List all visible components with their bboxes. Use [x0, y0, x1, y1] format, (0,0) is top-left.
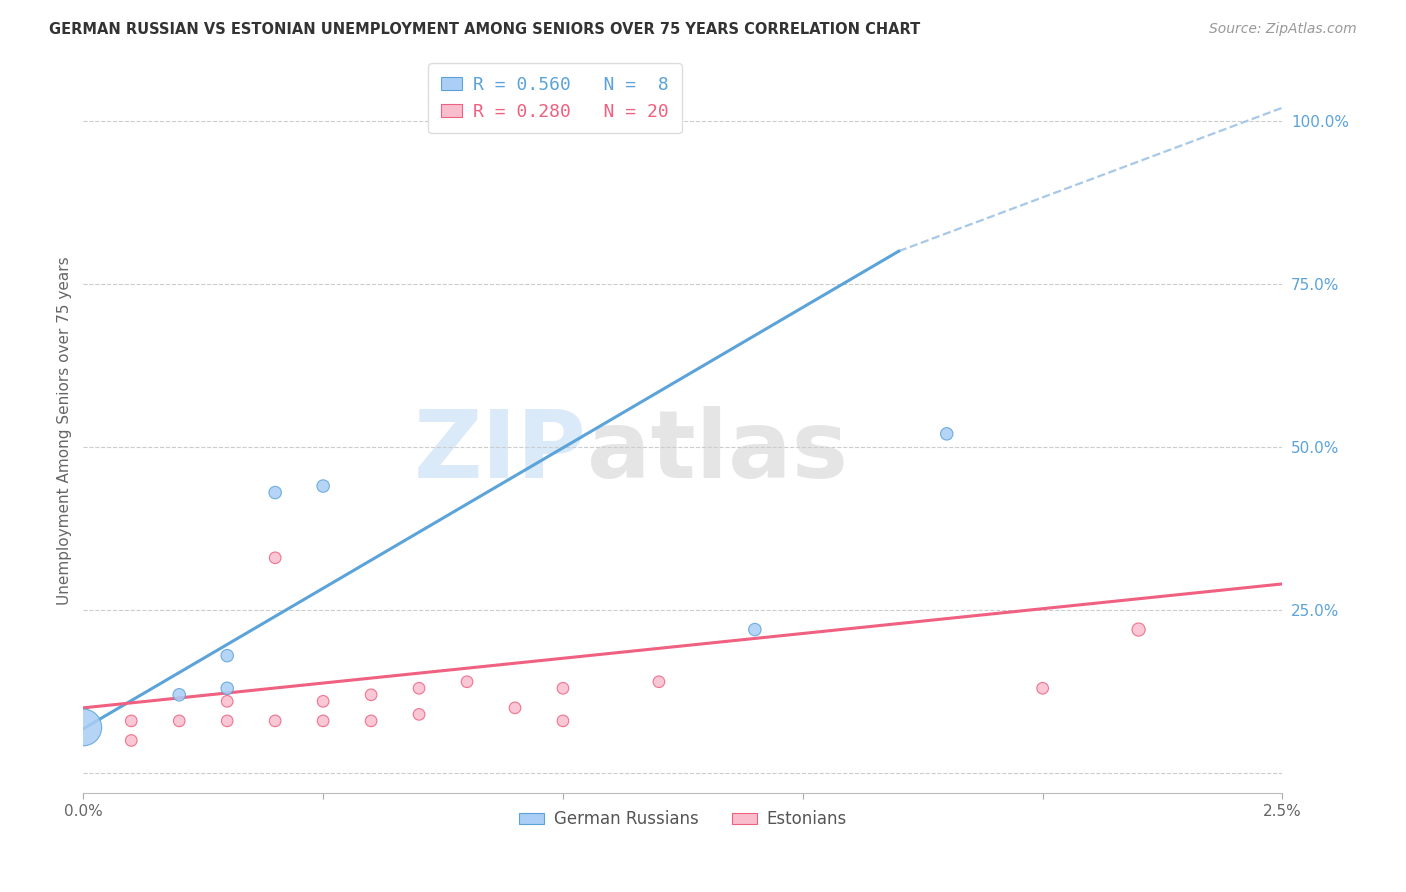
Point — [1032, 681, 1054, 696]
Point — [312, 714, 335, 728]
Point — [312, 694, 335, 708]
Point — [217, 648, 239, 663]
Point — [408, 707, 430, 722]
Legend: German Russians, Estonians: German Russians, Estonians — [512, 804, 853, 835]
Point — [503, 701, 526, 715]
Text: GERMAN RUSSIAN VS ESTONIAN UNEMPLOYMENT AMONG SENIORS OVER 75 YEARS CORRELATION : GERMAN RUSSIAN VS ESTONIAN UNEMPLOYMENT … — [49, 22, 921, 37]
Point — [648, 674, 671, 689]
Point — [551, 681, 574, 696]
Point — [1128, 623, 1150, 637]
Point — [360, 688, 382, 702]
Text: atlas: atlas — [586, 407, 848, 499]
Point — [744, 623, 766, 637]
Point — [935, 426, 957, 441]
Point — [120, 714, 142, 728]
Point — [217, 694, 239, 708]
Point — [167, 714, 190, 728]
Point — [551, 714, 574, 728]
Point — [456, 674, 478, 689]
Point — [167, 688, 190, 702]
Point — [120, 733, 142, 747]
Point — [264, 485, 287, 500]
Text: Source: ZipAtlas.com: Source: ZipAtlas.com — [1209, 22, 1357, 37]
Point — [408, 681, 430, 696]
Point — [217, 714, 239, 728]
Y-axis label: Unemployment Among Seniors over 75 years: Unemployment Among Seniors over 75 years — [58, 256, 72, 605]
Point — [312, 479, 335, 493]
Point — [72, 720, 94, 734]
Point — [217, 681, 239, 696]
Point — [264, 714, 287, 728]
Point — [360, 714, 382, 728]
Point — [264, 550, 287, 565]
Text: ZIP: ZIP — [415, 407, 586, 499]
